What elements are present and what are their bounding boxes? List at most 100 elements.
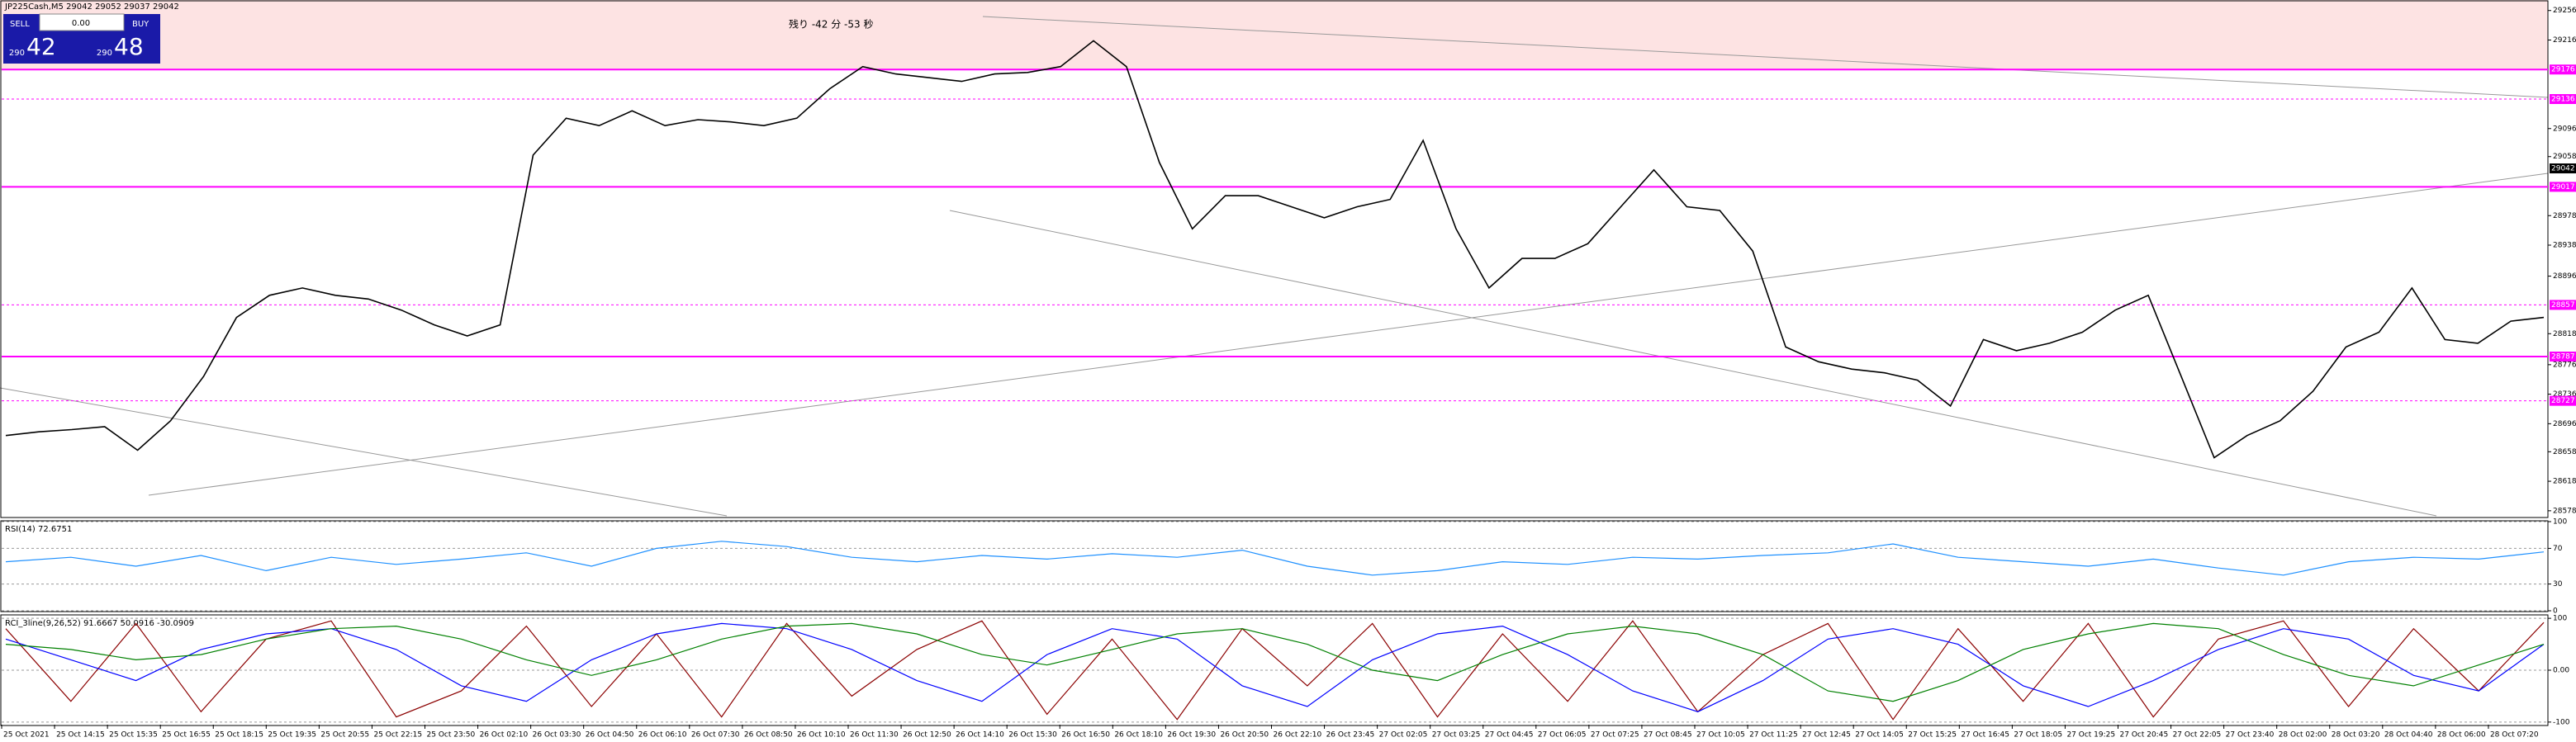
- y-tick-label: 28618: [2553, 478, 2576, 486]
- x-tick-label: 25 Oct 15:35: [109, 731, 158, 740]
- y-tick-label: 0: [2553, 607, 2558, 616]
- x-tick-label: 25 Oct 23:50: [427, 731, 476, 740]
- level-tag: [2550, 352, 2576, 362]
- series-line: [5, 622, 2545, 702]
- x-tick-label: 28 Oct 04:40: [2384, 731, 2433, 740]
- level-tag: [2550, 300, 2576, 310]
- x-tick-label: 26 Oct 06:10: [638, 731, 687, 740]
- y-tick-label: 29256: [2553, 7, 2576, 15]
- x-tick-label: 27 Oct 02:05: [1379, 731, 1428, 740]
- buy-label[interactable]: BUY: [132, 20, 149, 29]
- x-tick-label: 26 Oct 16:50: [1061, 731, 1110, 740]
- x-tick-label: 27 Oct 20:45: [2120, 731, 2169, 740]
- y-tick-label: 29096: [2553, 125, 2576, 133]
- x-tick-label: 26 Oct 23:45: [1326, 731, 1375, 740]
- x-tick-label: 27 Oct 03:25: [1432, 731, 1481, 740]
- lot-box[interactable]: [39, 13, 125, 31]
- level-tag: [2550, 64, 2576, 75]
- panel-frame: [0, 0, 2549, 518]
- trendlines: [0, 16, 2549, 517]
- sell-label[interactable]: SELL: [10, 20, 30, 29]
- x-tick-label: 27 Oct 07:25: [1591, 731, 1639, 740]
- y-tick-label: 100: [2553, 615, 2567, 623]
- y-tick-label: 28776: [2553, 361, 2576, 369]
- sell-button[interactable]: [3, 14, 40, 64]
- x-tick-label: 25 Oct 18:15: [215, 731, 263, 740]
- level-label: 28727: [2551, 397, 2575, 405]
- x-tick-label: 26 Oct 02:10: [480, 731, 529, 740]
- x-tick-label: 27 Oct 14:05: [1855, 731, 1904, 740]
- series-line: [5, 40, 2545, 459]
- trendline: [0, 387, 728, 517]
- x-tick-label: 27 Oct 08:45: [1644, 731, 1692, 740]
- trade-panel: SELL BUY 0.00 290 42 290 48: [3, 13, 160, 64]
- x-tick-label: 25 Oct 16:55: [162, 731, 211, 740]
- x-tick-label: 27 Oct 10:05: [1696, 731, 1745, 740]
- y-tick-label: 28818: [2553, 330, 2576, 338]
- y-tick-label: 28938: [2553, 242, 2576, 250]
- level-label: 29176: [2551, 66, 2575, 74]
- buy-button[interactable]: [124, 14, 160, 64]
- level-label: 28857: [2551, 301, 2575, 310]
- level-tag: [2550, 182, 2576, 192]
- x-tick-label: 26 Oct 08:50: [744, 731, 793, 740]
- x-tick-label: 28 Oct 03:20: [2332, 731, 2380, 740]
- level-label: 29136: [2551, 96, 2575, 104]
- panel-frame: [0, 520, 2549, 612]
- timer: 残り -42 分 -53 秒: [789, 19, 873, 31]
- sell-price-big: 290: [9, 49, 25, 58]
- x-tick-label: 26 Oct 10:10: [797, 731, 846, 740]
- x-tick-label: 27 Oct 22:05: [2173, 731, 2222, 740]
- x-tick-label: 28 Oct 02:00: [2279, 731, 2327, 740]
- trendline: [982, 16, 2549, 98]
- trendline: [949, 210, 2437, 517]
- level-label: 28787: [2551, 353, 2575, 362]
- x-tick-label: 26 Oct 12:50: [903, 731, 951, 740]
- x-tick-label: 26 Oct 03:30: [533, 731, 581, 740]
- x-tick-label: 26 Oct 07:30: [691, 731, 740, 740]
- x-tick-label: 27 Oct 04:45: [1485, 731, 1534, 740]
- x-tick-label: 25 Oct 2021: [3, 731, 50, 740]
- x-tick-label: 27 Oct 15:25: [1908, 731, 1957, 740]
- last-price-tag: [2550, 163, 2576, 174]
- x-tick-label: 26 Oct 04:50: [586, 731, 634, 740]
- y-tick-label: 0.00: [2553, 667, 2569, 675]
- panel-title: RCI_3line(9,26,52) 91.6667 50.0916 -30.0…: [5, 619, 194, 628]
- y-tick-label: -100: [2553, 718, 2570, 726]
- lot-value[interactable]: 0.00: [72, 19, 90, 28]
- x-tick-label: 26 Oct 20:50: [1220, 731, 1269, 740]
- y-tick-label: 29058: [2553, 153, 2576, 161]
- y-tick-label: 28978: [2553, 212, 2576, 220]
- y-tick-label: 29216: [2553, 36, 2576, 45]
- x-tick-label: 27 Oct 06:05: [1538, 731, 1587, 740]
- level-tag: [2550, 94, 2576, 105]
- trendline: [148, 173, 2549, 496]
- last-price: 29042: [2551, 165, 2575, 173]
- x-tick-label: 27 Oct 18:05: [2014, 731, 2062, 740]
- y-tick-label: 28896: [2553, 272, 2576, 281]
- y-tick-label: 28696: [2553, 420, 2576, 428]
- x-tick-label: 26 Oct 11:30: [850, 731, 899, 740]
- level-tag: [2550, 395, 2576, 406]
- sell-price-small: 42: [26, 33, 56, 60]
- x-tick-label: 26 Oct 22:10: [1274, 731, 1322, 740]
- x-tick-label: 27 Oct 23:40: [2226, 731, 2275, 740]
- buy-price-small: 48: [114, 33, 144, 60]
- x-tick-label: 25 Oct 19:35: [268, 731, 316, 740]
- x-tick-label: 26 Oct 14:10: [956, 731, 1004, 740]
- panel-title: RSI(14) 72.6751: [5, 525, 72, 534]
- symbol-title: JP225Cash,M5 29042 29052 29037 29042: [4, 2, 179, 12]
- x-tick-label: 27 Oct 12:45: [1802, 731, 1851, 740]
- buy-price-big: 290: [97, 49, 112, 58]
- x-tick-label: 26 Oct 15:30: [1008, 731, 1057, 740]
- y-tick-label: 70: [2553, 545, 2563, 553]
- x-tick-label: 26 Oct 19:30: [1167, 731, 1216, 740]
- x-tick-label: 28 Oct 06:00: [2437, 731, 2486, 740]
- series-line: [5, 622, 2545, 712]
- x-tick-label: 27 Oct 16:45: [1961, 731, 2009, 740]
- x-tick-label: 25 Oct 20:55: [320, 731, 369, 740]
- y-tick-label: 28578: [2553, 507, 2576, 515]
- x-tick-label: 27 Oct 19:25: [2066, 731, 2115, 740]
